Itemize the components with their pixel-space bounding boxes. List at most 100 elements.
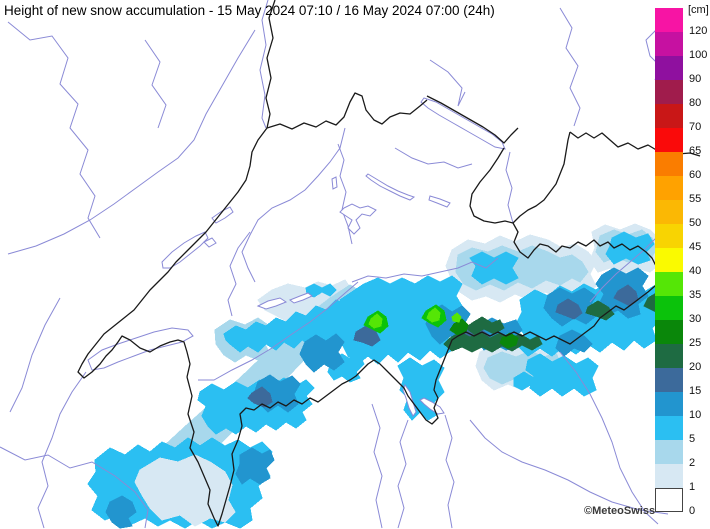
lake-outline bbox=[339, 203, 377, 235]
lake-outline bbox=[428, 195, 451, 208]
colorbar-cell-15-20 bbox=[655, 368, 683, 392]
lake-outline bbox=[203, 237, 217, 248]
colorbar-tick-label: 10 bbox=[689, 409, 702, 421]
colorbar-cell-25-30 bbox=[655, 320, 683, 344]
colorbar-cell-70-80 bbox=[655, 104, 683, 128]
river-line bbox=[559, 351, 659, 525]
colorbar bbox=[655, 8, 683, 512]
colorbar-tick-label: 35 bbox=[689, 289, 702, 301]
colorbar-cell-35-40 bbox=[655, 272, 683, 296]
colorbar-tick-label: 120 bbox=[689, 25, 708, 37]
colorbar-cell-60-65 bbox=[655, 152, 683, 176]
snow-patch-20-25 bbox=[585, 300, 615, 321]
country-border-line bbox=[186, 222, 661, 527]
colorbar-tick-label: 100 bbox=[689, 49, 708, 61]
colorbar-cell-30-35 bbox=[655, 296, 683, 320]
colorbar-unit-label: [cm] bbox=[688, 4, 709, 16]
river-line bbox=[429, 59, 466, 107]
colorbar-tick-label: 1 bbox=[689, 481, 696, 493]
snow-patch-35-40 bbox=[451, 312, 462, 323]
colorbar-tick-label: 45 bbox=[689, 241, 702, 253]
lake-layer bbox=[87, 97, 506, 417]
snow-patch-25-30 bbox=[499, 332, 519, 349]
snow-patch-10-15 bbox=[235, 447, 275, 485]
colorbar-tick-label: 70 bbox=[689, 121, 702, 133]
lake-outline bbox=[256, 297, 288, 310]
river-line bbox=[198, 281, 359, 381]
colorbar-cell-10-15 bbox=[655, 392, 683, 416]
country-border-line bbox=[469, 147, 514, 224]
lake-outline bbox=[365, 173, 416, 201]
river-line bbox=[7, 21, 101, 239]
country-border-line bbox=[265, 0, 276, 129]
river-line bbox=[241, 127, 346, 283]
colorbar-cell-45-50 bbox=[655, 224, 683, 248]
colorbar-cell-2-5 bbox=[655, 440, 683, 464]
river-line bbox=[0, 446, 149, 529]
river-line bbox=[337, 143, 353, 245]
colorbar-cell-55-60 bbox=[655, 176, 683, 200]
colorbar-cell-0-1 bbox=[655, 488, 683, 512]
colorbar-cell-5-10 bbox=[655, 416, 683, 440]
river-layer bbox=[0, 0, 677, 529]
colorbar-tick-label: 90 bbox=[689, 73, 702, 85]
colorbar-tick-label: 20 bbox=[689, 361, 702, 373]
colorbar-cell-20-25 bbox=[655, 344, 683, 368]
colorbar-cell-90-100 bbox=[655, 56, 683, 80]
river-line bbox=[9, 297, 61, 413]
colorbar-tick-label: 25 bbox=[689, 337, 702, 349]
country-border-line bbox=[512, 131, 571, 224]
lake-outline bbox=[420, 97, 506, 150]
colorbar-cell-80-90 bbox=[655, 80, 683, 104]
colorbar-tick-label: 5 bbox=[689, 433, 696, 445]
colorbar-tick-label: 2 bbox=[689, 457, 696, 469]
lake-outline bbox=[331, 176, 338, 190]
snow-patch-10-15 bbox=[105, 495, 137, 529]
country-border-line bbox=[77, 127, 268, 379]
snow-patch-10-15 bbox=[555, 329, 593, 357]
river-line bbox=[469, 419, 669, 515]
colorbar-tick-label: 65 bbox=[689, 145, 702, 157]
colorbar-tick-label: 0 bbox=[689, 505, 696, 517]
lake-outline bbox=[288, 292, 313, 304]
country-border-line bbox=[426, 95, 519, 144]
map-title: Height of new snow accumulation - 15 May… bbox=[4, 3, 495, 18]
copyright-label: ©MeteoSwiss bbox=[584, 505, 656, 517]
snow-patch-20-25 bbox=[465, 316, 505, 335]
colorbar-cell-40-45 bbox=[655, 248, 683, 272]
country-border-line bbox=[266, 92, 428, 130]
river-line bbox=[144, 39, 167, 129]
lake-outline bbox=[87, 327, 194, 371]
colorbar-cell-100-120 bbox=[655, 32, 683, 56]
colorbar-tick-label: 55 bbox=[689, 193, 702, 205]
snow-patch-10-15 bbox=[299, 333, 345, 373]
colorbar-cell-1-2 bbox=[655, 464, 683, 488]
snow-patch-5-10 bbox=[605, 231, 655, 265]
river-line bbox=[505, 151, 514, 224]
snow-raster-layer bbox=[87, 223, 669, 529]
colorbar-cell-65-70 bbox=[655, 128, 683, 152]
river-line bbox=[444, 414, 455, 529]
snow-patch-35-40 bbox=[426, 307, 441, 323]
river-line bbox=[371, 403, 383, 529]
colorbar-cell->120 bbox=[655, 8, 683, 32]
colorbar-tick-label: 80 bbox=[689, 97, 702, 109]
colorbar-tick-label: 50 bbox=[689, 217, 702, 229]
colorbar-tick-label: 30 bbox=[689, 313, 702, 325]
snow-patch-20-25 bbox=[443, 331, 543, 353]
river-line bbox=[559, 7, 581, 127]
snow-patch-5-10 bbox=[469, 251, 519, 285]
colorbar-tick-label: 40 bbox=[689, 265, 702, 277]
snow-patch-15-20 bbox=[247, 386, 273, 408]
colorbar-tick-label: 60 bbox=[689, 169, 702, 181]
colorbar-cell-50-55 bbox=[655, 200, 683, 224]
river-line bbox=[37, 371, 87, 529]
river-line bbox=[227, 231, 251, 317]
snow-patch-35-40 bbox=[368, 313, 383, 329]
lake-outline bbox=[419, 397, 445, 415]
river-line bbox=[7, 29, 256, 255]
snow-patch-15-20 bbox=[555, 298, 583, 320]
river-line bbox=[351, 257, 499, 283]
